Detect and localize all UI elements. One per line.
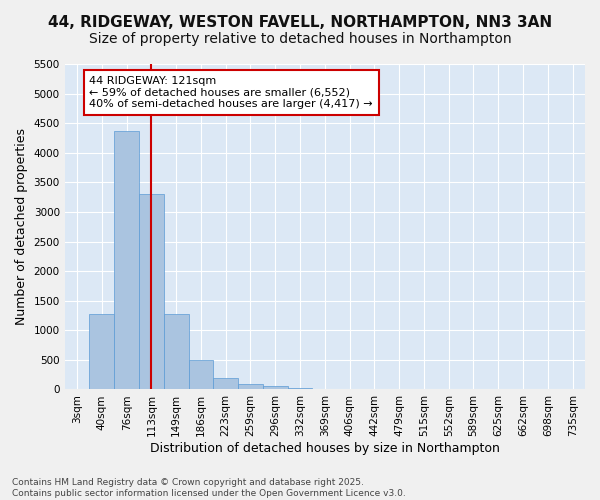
Text: Contains HM Land Registry data © Crown copyright and database right 2025.
Contai: Contains HM Land Registry data © Crown c… (12, 478, 406, 498)
Text: 44, RIDGEWAY, WESTON FAVELL, NORTHAMPTON, NN3 3AN: 44, RIDGEWAY, WESTON FAVELL, NORTHAMPTON… (48, 15, 552, 30)
Bar (89, 314, 114, 390)
Bar (287, 388, 313, 390)
Text: Size of property relative to detached houses in Northampton: Size of property relative to detached ho… (89, 32, 511, 46)
Bar (313, 389, 337, 390)
Bar (164, 314, 188, 390)
Bar (139, 194, 164, 390)
X-axis label: Distribution of detached houses by size in Northampton: Distribution of detached houses by size … (150, 442, 500, 455)
Bar (263, 386, 287, 390)
Bar (114, 131, 139, 390)
Bar (214, 378, 238, 390)
Text: 44 RIDGEWAY: 121sqm
← 59% of detached houses are smaller (6,552)
40% of semi-det: 44 RIDGEWAY: 121sqm ← 59% of detached ho… (89, 76, 373, 109)
Bar (188, 360, 214, 390)
Bar (238, 384, 263, 390)
Y-axis label: Number of detached properties: Number of detached properties (15, 128, 28, 325)
